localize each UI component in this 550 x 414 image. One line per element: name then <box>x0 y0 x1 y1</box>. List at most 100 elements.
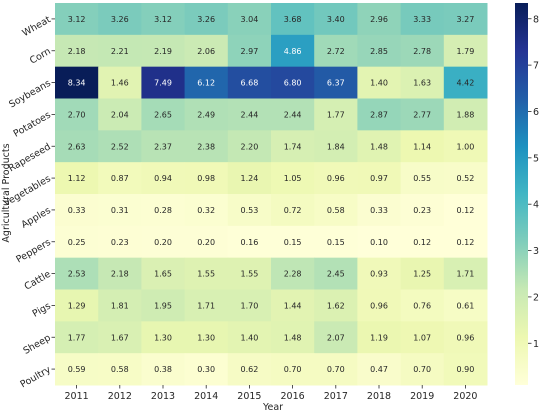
heatmap-cell <box>357 3 402 36</box>
heatmap-cell <box>400 34 445 68</box>
cell-value-label: 1.95 <box>154 301 172 310</box>
cell-value-label: 6.68 <box>240 79 258 88</box>
heatmap-cell <box>227 353 272 386</box>
y-tick-label: Poultry <box>19 364 54 390</box>
cell-value-label: 0.59 <box>68 365 86 374</box>
heatmap-cell <box>314 321 358 354</box>
cell-value-label: 2.19 <box>154 47 172 56</box>
x-tick-label: 2012 <box>108 391 132 402</box>
cell-value-label: 2.85 <box>370 47 388 56</box>
heatmap-cell <box>271 162 315 195</box>
heatmap-cell <box>314 66 358 99</box>
heatmap-cell <box>184 257 229 290</box>
heatmap-cell <box>443 66 488 99</box>
cell-value-label: 3.68 <box>284 15 302 24</box>
cell-value-label: 0.58 <box>327 206 345 215</box>
heatmap-cell <box>141 3 186 36</box>
cell-value-label: 0.94 <box>154 174 172 183</box>
heatmap-cell <box>98 194 142 227</box>
heatmap-cell <box>314 257 358 290</box>
heatmap-cell <box>55 353 99 386</box>
cell-value-label: 1.65 <box>154 270 172 279</box>
cell-value-label: 1.81 <box>111 301 129 310</box>
heatmap-cell <box>98 130 142 163</box>
heatmap-cell <box>400 98 445 131</box>
cell-value-label: 3.26 <box>111 15 129 24</box>
heatmap-cell <box>443 321 488 354</box>
cell-value-label: 1.77 <box>327 110 345 119</box>
cell-value-label: 2.44 <box>240 110 258 119</box>
heatmap-cell <box>141 321 186 354</box>
heatmap-cell <box>443 34 488 68</box>
colorbar-tick-label: 3 <box>533 246 539 257</box>
y-tick-label: Pigs <box>31 301 53 320</box>
heatmap-cell <box>227 194 272 227</box>
heatmap-cell <box>98 257 142 290</box>
heatmap-cell <box>271 194 315 227</box>
cell-value-label: 2.38 <box>197 142 215 151</box>
cell-value-label: 2.06 <box>197 47 215 56</box>
cell-value-label: 0.16 <box>240 238 258 247</box>
cell-value-label: 0.87 <box>111 174 129 183</box>
heatmap-cell <box>55 257 99 290</box>
y-tick-label: Rapeseed <box>7 141 53 174</box>
heatmap-cell <box>55 321 99 354</box>
cell-value-label: 0.33 <box>68 206 86 215</box>
cell-value-label: 1.24 <box>240 174 258 183</box>
cell-value-label: 1.55 <box>197 270 215 279</box>
colorbar: 1 2 3 4 5 6 7 8 <box>515 3 539 385</box>
cell-value-label: 0.53 <box>240 206 258 215</box>
x-tick-label: 2016 <box>281 391 305 402</box>
cell-value-label: 1.71 <box>197 301 215 310</box>
cell-value-label: 1.55 <box>240 270 258 279</box>
x-tick-label: 2011 <box>65 391 89 402</box>
heatmap-cell <box>227 66 272 99</box>
cell-value-label: 0.31 <box>111 206 129 215</box>
heatmap-cell <box>55 194 99 227</box>
heatmap-cell <box>98 3 142 36</box>
y-tick-label: Peppers <box>14 237 52 266</box>
heatmap-cell <box>271 225 315 259</box>
heatmap-cell <box>55 225 99 259</box>
cell-value-label: 3.27 <box>456 15 474 24</box>
heatmap-cell <box>98 321 142 354</box>
heatmap-cell <box>98 98 142 131</box>
cell-value-label: 2.97 <box>240 47 258 56</box>
x-axis-ticks: 2011 2012 2013 2014 2015 2016 2017 2018 2019 2020 <box>65 385 477 402</box>
cell-value-label: 1.40 <box>370 79 388 88</box>
cell-value-label: 0.23 <box>413 206 431 215</box>
heatmap-cell <box>271 130 315 163</box>
heatmap-cell <box>314 194 358 227</box>
heatmap-cell <box>357 162 402 195</box>
cell-value-labels: 3.12 3.26 3.12 3.26 3.04 3.68 3.40 2.96 3.33 3.27… <box>68 15 475 374</box>
cell-value-label: 1.30 <box>197 333 215 342</box>
cell-value-label: 0.12 <box>456 206 474 215</box>
heatmap-cell <box>400 353 445 386</box>
cell-value-label: 0.12 <box>413 238 431 247</box>
colorbar-gradient <box>515 3 528 385</box>
cell-value-label: 2.37 <box>154 142 172 151</box>
cell-value-label: 8.34 <box>68 79 86 88</box>
cell-value-label: 2.21 <box>111 47 129 56</box>
cell-value-label: 0.98 <box>197 174 215 183</box>
heatmap-cell <box>141 66 186 99</box>
heatmap-cell <box>400 66 445 99</box>
heatmap-cell <box>98 225 142 259</box>
heatmap-cell <box>271 34 315 68</box>
cell-value-label: 1.12 <box>68 174 86 183</box>
heatmap-cell <box>357 225 402 259</box>
heatmap-cell <box>227 225 272 259</box>
heatmap-cell <box>227 289 272 322</box>
colorbar-tick-label: 5 <box>533 153 539 164</box>
heatmap-cell <box>55 66 99 99</box>
heatmap-cell <box>314 289 358 322</box>
heatmap-cell <box>184 194 229 227</box>
cell-value-label: 0.70 <box>284 365 302 374</box>
cell-value-label: 1.29 <box>68 301 86 310</box>
cell-value-label: 1.71 <box>456 270 474 279</box>
cell-value-label: 3.40 <box>327 15 345 24</box>
heatmap-cell <box>357 98 402 131</box>
cell-value-label: 0.15 <box>327 238 345 247</box>
heatmap-cell <box>184 225 229 259</box>
